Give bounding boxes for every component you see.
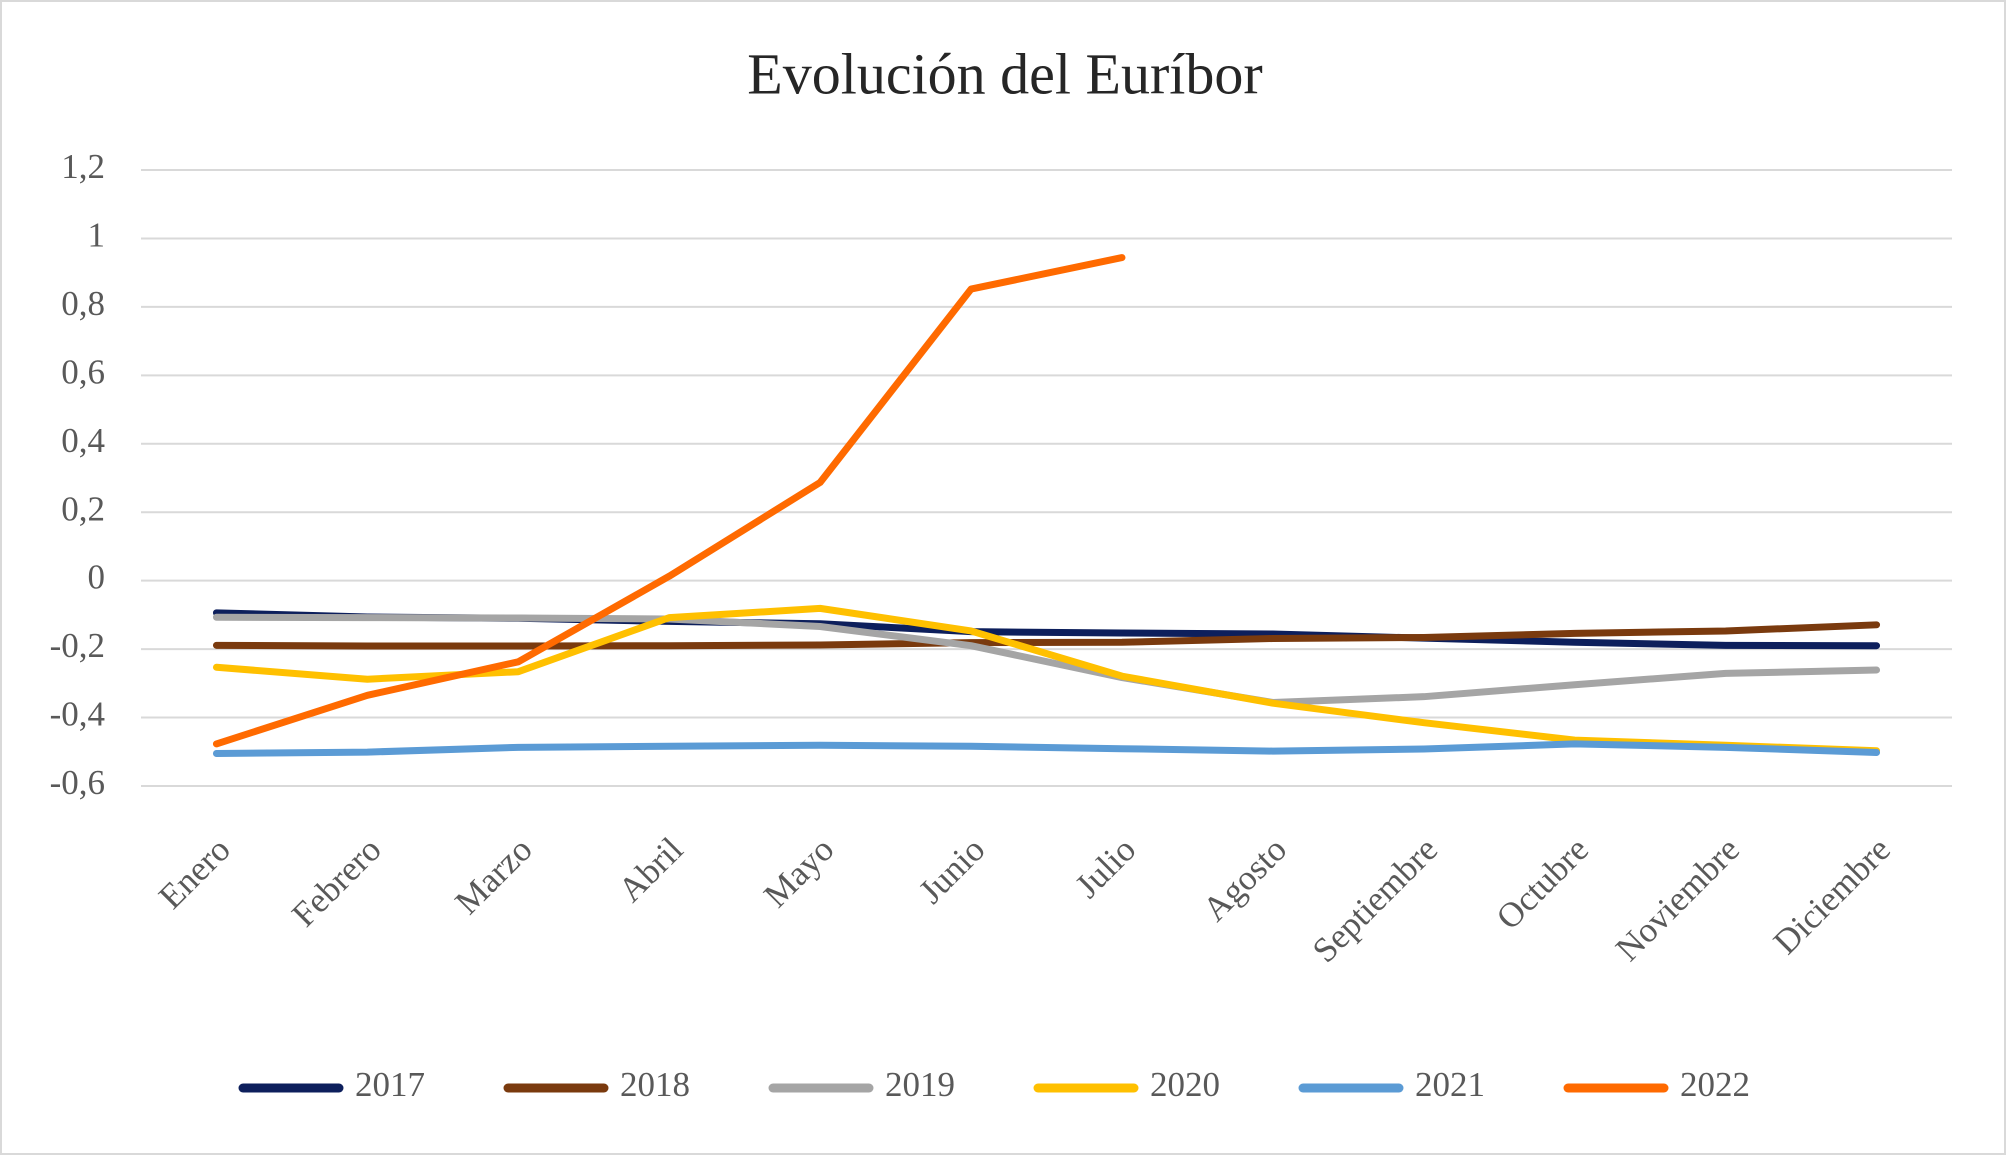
y-tick-label: 0,2	[61, 489, 105, 528]
y-tick-label: 1	[88, 215, 106, 254]
series-line	[212, 254, 1126, 748]
legend-label: 2019	[885, 1065, 955, 1104]
series-line	[212, 613, 1881, 706]
series-line	[212, 740, 1881, 757]
series-line	[212, 621, 1881, 650]
legend-label: 2017	[355, 1065, 425, 1104]
legend-label: 2021	[1415, 1065, 1485, 1104]
legend-label: 2020	[1150, 1065, 1220, 1104]
y-tick-label: 0,6	[61, 352, 105, 391]
y-tick-label: -0,4	[50, 695, 105, 734]
legend-label: 2018	[620, 1065, 690, 1104]
y-tick-label: -0,2	[50, 626, 105, 665]
y-tick-label: 0,8	[61, 284, 105, 323]
y-tick-label: 0	[88, 558, 106, 597]
y-tick-label: -0,6	[50, 763, 105, 802]
y-tick-label: 0,4	[61, 421, 105, 460]
legend-label: 2022	[1680, 1065, 1750, 1104]
chart-title: Evolución del Euríbor	[747, 41, 1262, 106]
y-tick-label: 1,2	[61, 147, 105, 186]
